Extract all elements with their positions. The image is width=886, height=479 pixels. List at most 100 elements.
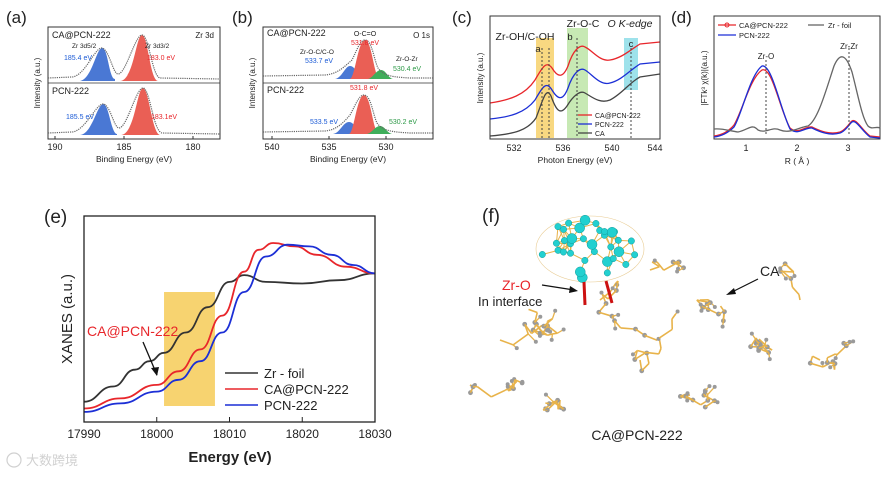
zr-cluster-atom [608, 244, 614, 250]
panel-b-series-2-name: PCN-222 [267, 85, 304, 95]
zr-cluster-atom [560, 249, 566, 255]
ca-atom [520, 380, 524, 384]
panel-a-top-peak2-name: Zr 3d3/2 [145, 43, 170, 50]
panel-e-xtick-1: 17990 [67, 427, 101, 441]
panel-d-xtick-1: 1 [743, 143, 748, 153]
ca-atom [506, 382, 510, 386]
panel-a-series-2-name: PCN-222 [52, 86, 89, 96]
panel-e-legend-3: PCN-222 [264, 398, 317, 413]
ca-bond [513, 334, 528, 345]
panel-c-xtick-3: 540 [604, 143, 619, 153]
panel-a-xtick-2: 185 [116, 142, 131, 152]
ca-bond [785, 264, 793, 272]
panel-d-xtick-3: 3 [845, 143, 850, 153]
ca-atom [848, 340, 852, 344]
panel-d: (d) Zr-O Zr-Zr CA@PCN-222 PCN-222 Zr - f… [671, 8, 880, 166]
panel-b-top-peak3-name: Zr-O-Zr [396, 56, 418, 63]
ca-atom [562, 328, 566, 332]
ca-atom [834, 356, 838, 360]
ca-atom [721, 325, 725, 329]
panel-d-label: (d) [671, 8, 692, 27]
panel-c-feature-c-name: O K-edge [608, 18, 653, 30]
panel-e-ylabel: XANES (a.u.) [59, 274, 76, 364]
panel-e-annotation: CA@PCN-222 [87, 323, 178, 339]
ca-atom [851, 339, 855, 343]
ca-bond [545, 403, 549, 404]
panel-a-xtick-3: 180 [185, 142, 200, 152]
panel-d-legend-1: CA@PCN-222 [739, 21, 788, 30]
ca-bond [650, 267, 659, 270]
zr-cluster-atom [575, 267, 585, 277]
ca-bond [672, 314, 676, 319]
zr-cluster-atom [587, 239, 597, 249]
panel-e-xlabel: Energy (eV) [188, 449, 271, 466]
zr-cluster [536, 215, 644, 282]
ca-bond [792, 287, 799, 294]
panel-b-bot-peak3-value: 530.2 eV [389, 119, 417, 126]
ca-bond [659, 348, 661, 353]
ca-atom [653, 258, 657, 262]
zr-cluster-atom [582, 257, 588, 263]
ca-atom [768, 357, 772, 361]
panel-e-xtick-4: 18020 [286, 427, 320, 441]
panel-a-top-peak1-name: Zr 3d5/2 [72, 43, 97, 50]
ca-atom [759, 343, 763, 347]
panel-c-xlabel: Photon Energy (eV) [538, 155, 613, 165]
panel-c-legend-1: CA@PCN-222 [595, 113, 641, 120]
panel-a-bot-peak-red [121, 88, 160, 135]
zr-cluster-atom [553, 240, 559, 246]
ca-atom [538, 315, 542, 319]
panel-a-ylabel: Intensity (a.u.) [33, 57, 42, 108]
ca-atom [675, 270, 679, 274]
panel-e-xtick-3: 18010 [213, 427, 247, 441]
panel-f-ca-label: CA [760, 263, 780, 279]
panel-a-xlabel: Binding Energy (eV) [96, 154, 172, 164]
ca-atom [550, 338, 554, 342]
ca-bond [477, 387, 491, 397]
panel-a: (a) Zr 3d CA@PCN-222 PCN-222 Zr 3d5/2 Zr… [6, 8, 220, 164]
panel-f-ca-arrowhead [726, 288, 736, 295]
panel-b-top-peak1-value: 533.7 eV [305, 58, 333, 65]
panel-f-zro-arrow [542, 285, 574, 290]
panel-b-bot-peak1-value: 533.5 eV [310, 119, 338, 126]
panel-b-xlabel: Binding Energy (eV) [310, 154, 386, 164]
zr-cluster-atom [567, 250, 573, 256]
panel-e-xtick-5: 18030 [358, 427, 392, 441]
ca-atom [792, 274, 796, 278]
zr-cluster-atom [580, 236, 586, 242]
panel-b-bot-peak-red [349, 95, 379, 134]
zr-cluster-atom [610, 255, 616, 261]
panel-a-bot-peak1-value: 185.5 eV [66, 114, 94, 121]
panel-b-label: (b) [232, 8, 253, 27]
ca-atom [631, 352, 635, 356]
panel-c-feature-a-name: Zr-OH/C-OH [496, 31, 555, 43]
watermark-logo-icon [7, 453, 21, 467]
ca-atom [703, 405, 708, 410]
panel-b-xtick-1: 540 [264, 142, 279, 152]
zr-cluster-atom [601, 228, 607, 234]
zr-cluster-atom [615, 237, 621, 243]
ca-bond [500, 340, 513, 345]
panel-e-label: (e) [44, 207, 67, 228]
panel-e-legend-1: Zr - foil [264, 366, 305, 381]
ca-atom [599, 291, 603, 295]
panel-c-tag-c: c [629, 39, 634, 50]
zr-cluster-atom [593, 220, 599, 226]
zr-cluster-atom [614, 247, 624, 257]
ca-atom [716, 400, 720, 404]
ca-atom [699, 303, 703, 307]
ca-atom [616, 313, 620, 317]
ca-bond [659, 329, 672, 338]
panel-a-bot-peak2-value: 183.1eV [151, 114, 177, 121]
panel-c-legend-2: PCN-222 [595, 122, 624, 129]
panel-c-xtick-1: 532 [506, 143, 521, 153]
watermark-text: 大数跨境 [26, 453, 78, 468]
ca-atom [713, 305, 717, 309]
panel-d-series-pcn [714, 66, 880, 138]
panel-c-tag-b: b [567, 32, 572, 43]
ca-atom [828, 365, 832, 369]
zro-bond-1 [584, 282, 585, 305]
ca-atom [764, 338, 768, 342]
